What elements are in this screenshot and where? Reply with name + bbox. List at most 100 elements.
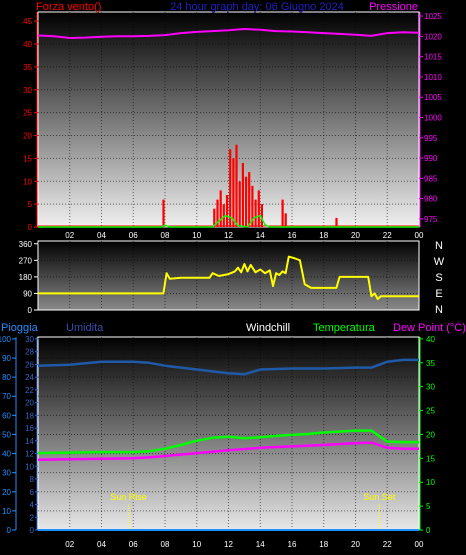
humidity-axis-title: Umidita [66, 322, 104, 334]
temperature-tick-label: 10 [426, 478, 435, 487]
pressure-tick-label: 1015 [424, 53, 442, 62]
humidity-tick-label: 14 [25, 437, 34, 446]
wind-tick-label: 45 [23, 17, 32, 26]
wind-tick-label: 40 [23, 40, 32, 49]
wind-speed-bar [216, 199, 219, 227]
wind-axis-title: Forza vento() [36, 1, 101, 13]
windchill-legend: Windchill [246, 322, 290, 334]
x-tick-label-top: 04 [97, 231, 106, 240]
direction-tick-label: 270 [19, 256, 33, 265]
temperature-line [37, 429, 419, 455]
wind-speed-bar [241, 163, 244, 227]
x-tick-label-top: 22 [383, 231, 392, 240]
wind-tick-label: 0 [28, 223, 33, 232]
rain-tick-label: 60 [2, 411, 11, 420]
pressure-axis-title: Pressione [369, 1, 418, 13]
x-tick-label-bottom: 10 [192, 540, 201, 549]
humidity-tick-label: 2 [30, 513, 35, 522]
x-tick-label-top: 08 [161, 231, 170, 240]
rain-tick-label: 80 [2, 373, 11, 382]
pressure-tick-label: 1020 [424, 32, 442, 41]
wind-speed-bar [281, 199, 284, 227]
wind-speed-bar [222, 204, 225, 227]
temperature-legend: Temperatura [313, 322, 376, 334]
direction-label-n2: N [435, 304, 443, 316]
wind-speed-bar [248, 172, 251, 227]
pressure-tick-label: 1005 [424, 93, 442, 102]
direction-label-s: S [435, 272, 442, 284]
wind-speed-bar [251, 185, 254, 227]
temperature-tick-label: 0 [426, 526, 431, 535]
wind-speed-bar [335, 217, 338, 227]
humidity-tick-label: 20 [25, 399, 34, 408]
temperature-tick-label: 40 [426, 335, 435, 344]
direction-label-n: N [435, 240, 443, 252]
temperature-tick-label: 25 [426, 407, 435, 416]
x-tick-label-bottom: 00 [415, 540, 424, 549]
humidity-tick-label: 6 [30, 488, 35, 497]
rain-tick-label: 70 [2, 392, 11, 401]
temperature-tick-label: 35 [426, 359, 435, 368]
wind-gust-line [38, 214, 419, 228]
pressure-tick-label: 1010 [424, 73, 442, 82]
pressure-tick-label: 990 [424, 154, 438, 163]
wind-tick-label: 30 [23, 86, 32, 95]
humidity-tick-label: 12 [25, 450, 34, 459]
pressure-tick-label: 980 [424, 195, 438, 204]
x-tick-label-top: 14 [256, 231, 265, 240]
wind-tick-label: 15 [23, 154, 32, 163]
wind-speed-bar [235, 144, 238, 227]
humidity-tick-label: 28 [25, 348, 34, 357]
rain-tick-label: 20 [2, 488, 11, 497]
sunset-label: Sun Set [363, 492, 396, 502]
axis-labels: 0510152025303540459759809859909951000100… [0, 12, 442, 549]
chart-title: 24 hour graph day: 06 Giugno 2024 [170, 1, 344, 13]
rain-tick-label: 10 [2, 507, 11, 516]
x-tick-label-top: 10 [192, 231, 201, 240]
direction-tick-label: 90 [23, 289, 32, 298]
direction-tick-label: 0 [28, 306, 33, 315]
humidity-tick-label: 16 [25, 424, 34, 433]
wind-speed-bar [245, 176, 248, 227]
x-tick-label-bottom: 20 [351, 540, 360, 549]
wind-speed-bar [225, 195, 229, 227]
dewpoint-legend: Dew Point (°C) [393, 322, 466, 334]
x-tick-label-bottom: 16 [288, 540, 297, 549]
x-tick-label-bottom: 06 [129, 540, 138, 549]
wind-tick-label: 5 [28, 200, 33, 209]
wind-speed-bar [219, 190, 222, 227]
x-tick-label-bottom: 02 [65, 540, 74, 549]
wind-tick-label: 25 [23, 109, 32, 118]
wind-speed-bar [229, 149, 232, 227]
wind-direction-line [38, 255, 419, 300]
direction-label-e: E [435, 288, 442, 300]
x-tick-label-bottom: 14 [256, 540, 265, 549]
humidity-tick-label: 0 [30, 526, 35, 535]
pressure-tick-label: 1025 [424, 12, 442, 21]
wind-speed-bar [254, 199, 257, 227]
x-tick-label-bottom: 22 [383, 540, 392, 549]
wind-direction-plot-area [37, 240, 420, 311]
rain-tick-label: 100 [0, 335, 12, 344]
x-tick-label-top: 16 [288, 231, 297, 240]
x-tick-label-bottom: 18 [319, 540, 328, 549]
direction-tick-label: 360 [19, 240, 33, 249]
wind-pressure-plot-area [37, 11, 420, 228]
temperature-tick-label: 30 [426, 383, 435, 392]
humidity-tick-label: 4 [30, 501, 35, 510]
direction-label-w: W [434, 256, 445, 268]
humidity-tick-label: 22 [25, 386, 34, 395]
x-tick-label-top: 06 [129, 231, 138, 240]
pressure-tick-label: 1000 [424, 113, 442, 122]
dewpoint-line [37, 441, 419, 462]
x-tick-label-top: 12 [224, 231, 233, 240]
humidity-tick-label: 10 [25, 462, 34, 471]
x-tick-label-top: 20 [351, 231, 360, 240]
wind-speed-bar [284, 213, 287, 227]
wind-speed-bar [257, 190, 260, 227]
rain-tick-label: 90 [2, 354, 11, 363]
humidity-line [37, 358, 419, 376]
wind-speed-bar [162, 199, 165, 227]
temperature-tick-label: 15 [426, 454, 435, 463]
